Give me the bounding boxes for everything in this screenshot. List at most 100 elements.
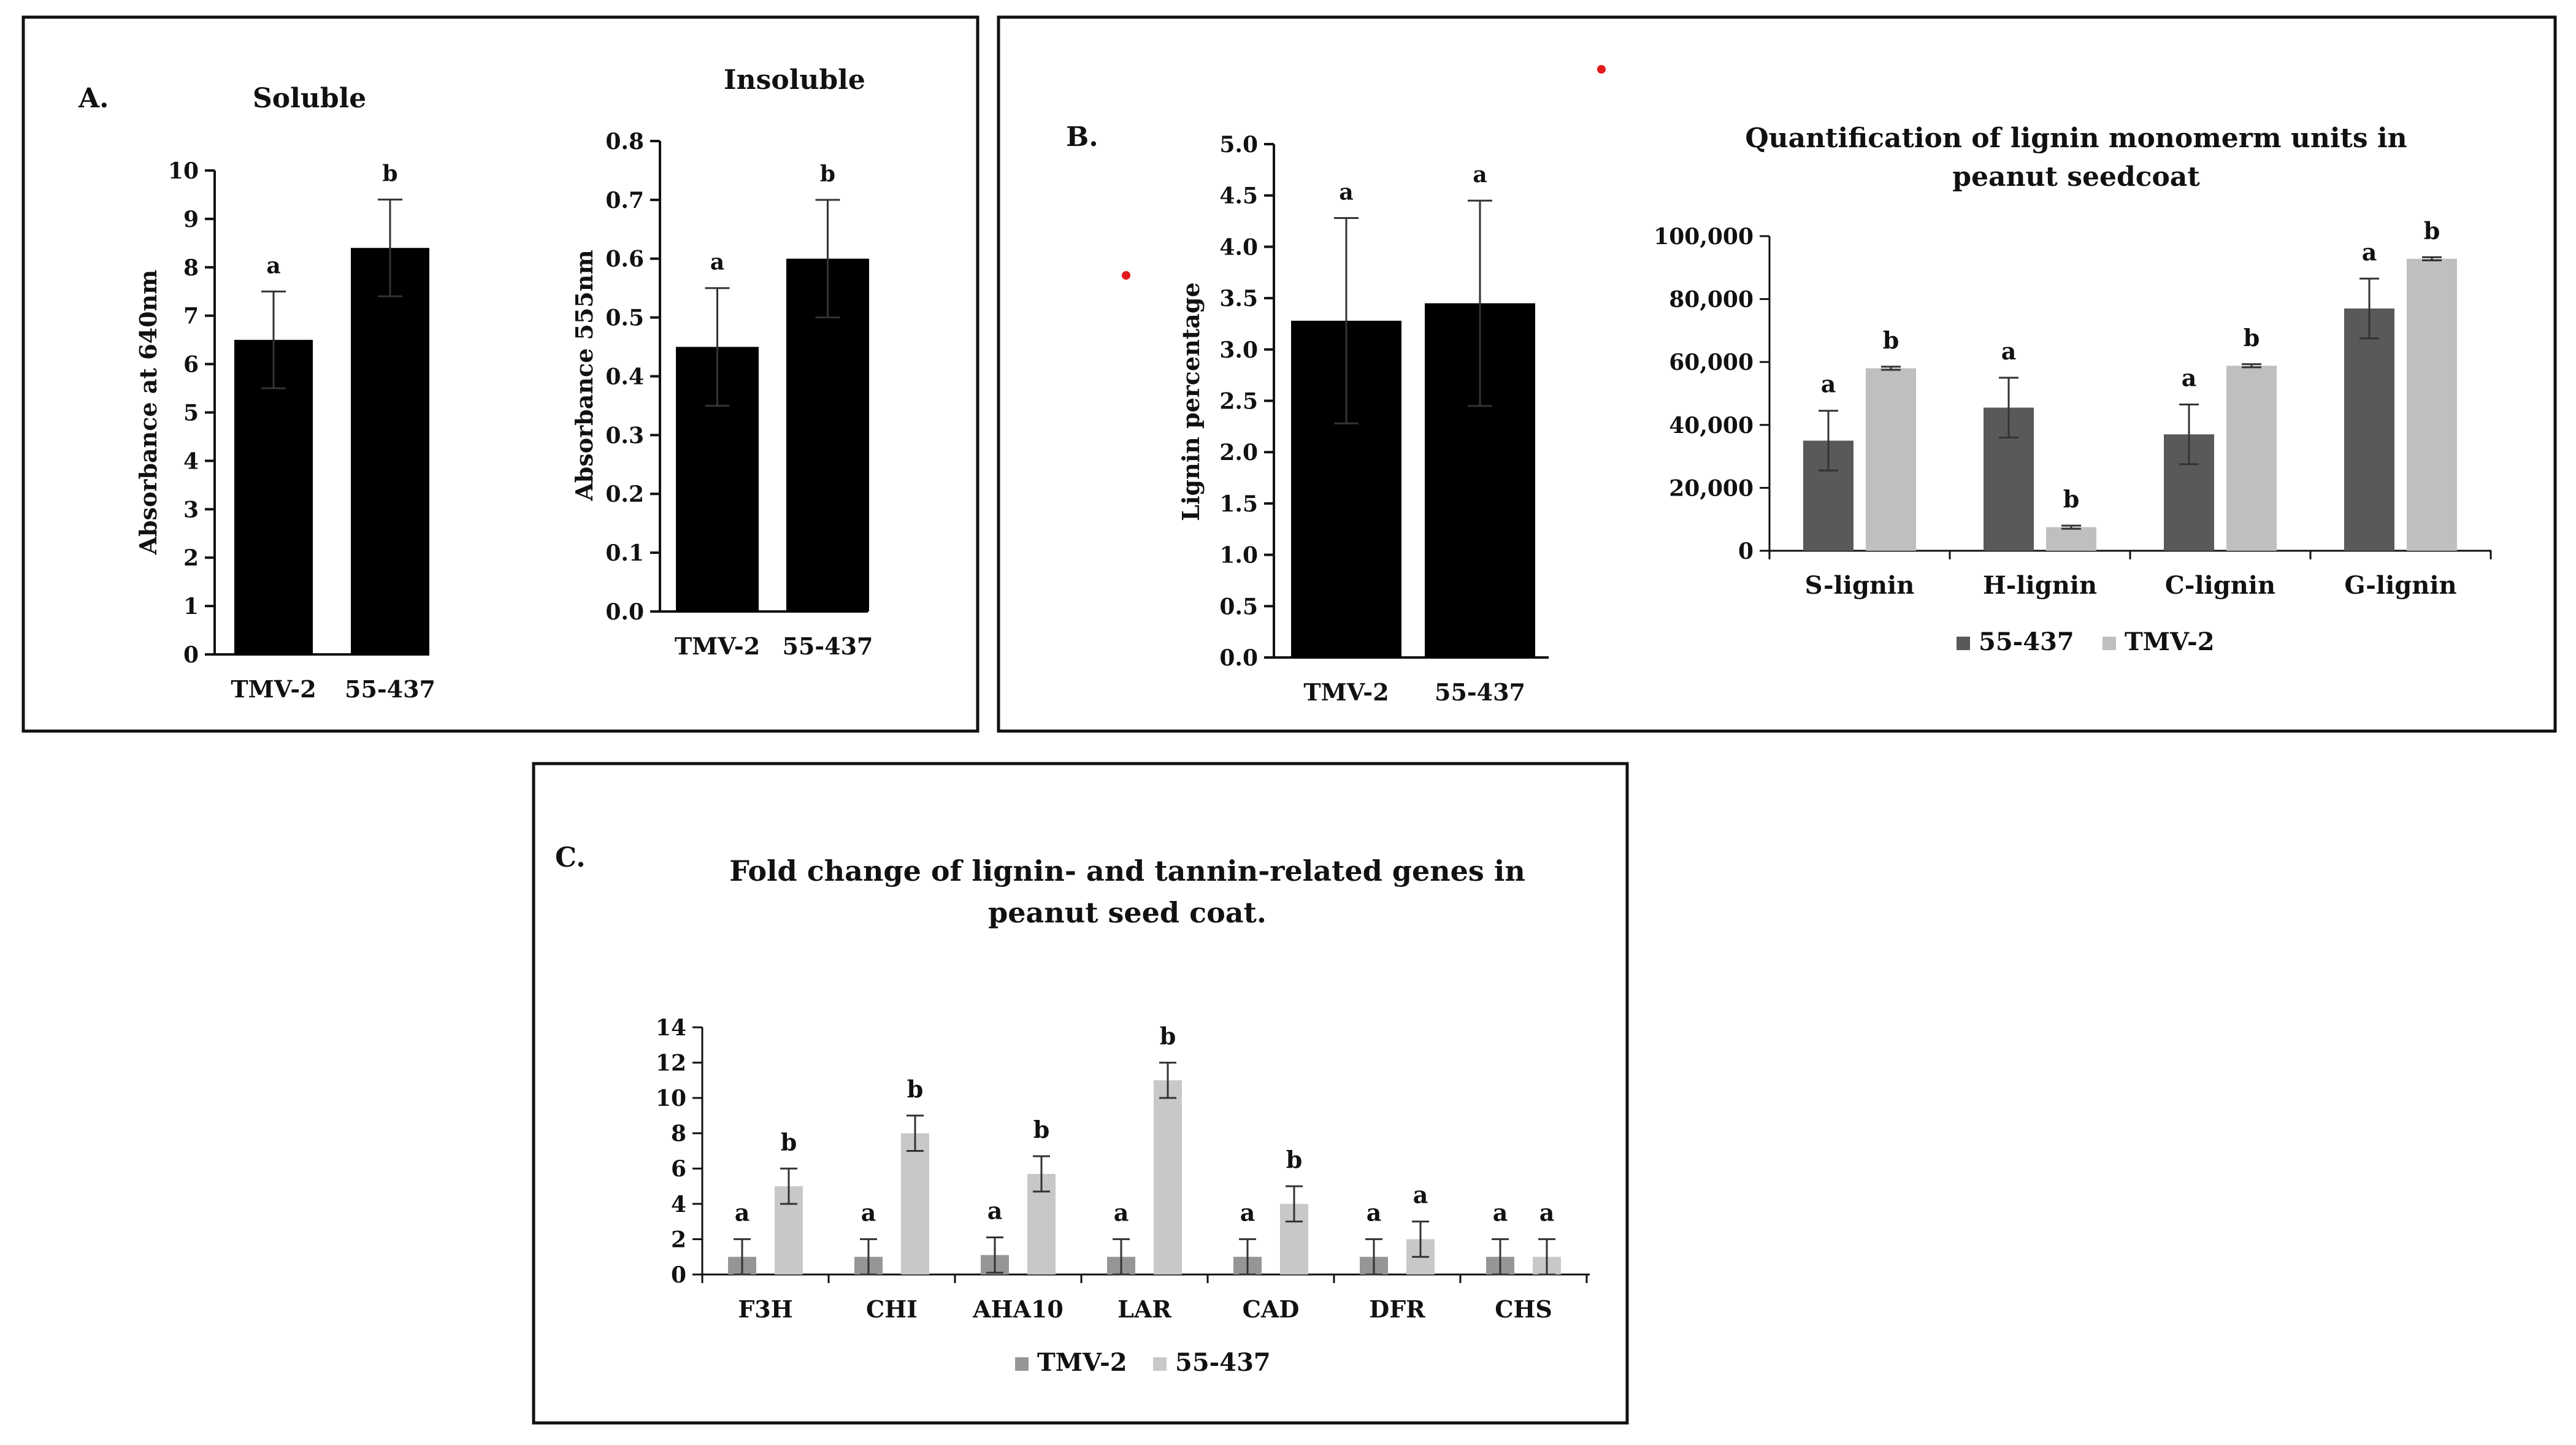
y-tick-label: 1.0 [1219, 543, 1258, 569]
y-tick-label: 100,000 [1654, 224, 1754, 250]
significance-letter: a [2182, 364, 2197, 391]
legend-swatch [2103, 637, 2116, 650]
y-tick-label: 14 [656, 1015, 686, 1041]
significance-letter: b [2424, 217, 2440, 244]
y-tick-label: 7 [183, 304, 199, 329]
chart-title-line: Fold change of lignin- and tannin-relate… [729, 854, 1525, 887]
significance-letter: b [820, 161, 835, 187]
y-tick-label: 60,000 [1669, 350, 1754, 375]
bar [2046, 527, 2096, 551]
y-tick-label: 0.5 [1219, 594, 1258, 619]
y-tick-label: 1.5 [1219, 491, 1258, 517]
legend-swatch [1153, 1357, 1167, 1371]
significance-letter: a [266, 253, 280, 278]
chart-lignin-monomers: Quantification of lignin monomerm units … [1654, 123, 2492, 656]
y-tick-label: 0.8 [605, 129, 644, 155]
chart-fold-change: Fold change of lignin- and tannin-relate… [656, 854, 1590, 1377]
y-tick-label: 0.3 [605, 423, 644, 448]
y-tick-label: 0.5 [605, 305, 644, 331]
y-tick-label: 6 [671, 1156, 686, 1182]
y-tick-label: 80,000 [1669, 287, 1754, 313]
y-tick-label: 0 [1738, 539, 1754, 564]
legend-label: 55-437 [1979, 627, 2074, 656]
significance-letter: b [1160, 1022, 1176, 1050]
x-tick-label: TMV-2 [675, 632, 760, 660]
y-tick-label: 6 [183, 352, 199, 378]
significance-letter: b [1286, 1146, 1303, 1173]
bar [1866, 368, 1916, 551]
chart-title-line: peanut seedcoat [1952, 161, 2200, 193]
significance-letter: a [1473, 162, 1487, 188]
y-tick-label: 10 [168, 158, 199, 184]
red-dot-marker [1122, 271, 1130, 280]
y-tick-label: 0.6 [605, 247, 644, 272]
panel-a-letter: A. [78, 83, 109, 114]
significance-letter: a [2362, 238, 2377, 266]
x-tick-label: 55-437 [1435, 678, 1525, 706]
significance-letter: b [382, 161, 397, 186]
y-tick-label: 4.0 [1219, 234, 1258, 260]
y-tick-label: 2.5 [1219, 388, 1258, 414]
x-tick-label: TMV-2 [231, 675, 316, 703]
chart-title: Soluble [253, 83, 366, 114]
significance-letter: a [1413, 1181, 1428, 1209]
x-tick-label: CHS [1495, 1295, 1552, 1323]
significance-letter: b [781, 1128, 797, 1156]
significance-letter: a [1367, 1198, 1382, 1226]
y-tick-label: 9 [183, 207, 199, 232]
y-axis-label: Absorbance 555nm [570, 250, 598, 501]
y-tick-label: 3.0 [1219, 337, 1258, 363]
x-tick-label: 55-437 [783, 632, 873, 660]
panel-a-frame [21, 15, 979, 733]
y-tick-label: 2.0 [1219, 440, 1258, 466]
significance-letter: a [861, 1198, 876, 1226]
y-tick-label: 2 [183, 545, 199, 571]
red-dot-marker [1597, 65, 1606, 74]
significance-letter: b [1033, 1116, 1050, 1143]
x-tick-label: C-lignin [2165, 571, 2275, 600]
y-tick-label: 0 [183, 642, 199, 668]
y-tick-label: 0.0 [605, 599, 644, 625]
y-tick-label: 4 [671, 1192, 686, 1217]
significance-letter: a [735, 1198, 750, 1226]
x-tick-label: TMV-2 [1303, 678, 1389, 706]
significance-letter: b [2063, 485, 2080, 513]
x-tick-label: DFR [1369, 1295, 1425, 1323]
significance-letter: a [2001, 337, 2017, 365]
significance-letter: a [1114, 1198, 1129, 1226]
bar [234, 340, 313, 654]
legend-swatch [1015, 1357, 1029, 1371]
significance-letter: a [1339, 180, 1353, 205]
y-tick-label: 0.1 [605, 540, 644, 566]
bar [2344, 308, 2394, 551]
y-tick-label: 0.0 [1219, 645, 1258, 671]
x-tick-label: LAR [1117, 1295, 1171, 1323]
y-tick-label: 12 [656, 1051, 686, 1076]
x-tick-label: H-lignin [1983, 571, 2097, 600]
bar [901, 1133, 929, 1274]
y-tick-label: 0.2 [605, 481, 644, 507]
chart-lignin-percentage: Lignin percentage 0.0 0.5 1.0 1.5 2.0 2.5 3.0 3.… [1177, 132, 1549, 706]
y-tick-label: 5 [183, 400, 199, 426]
y-tick-label: 5.0 [1219, 132, 1258, 158]
x-tick-label: CHI [866, 1295, 918, 1323]
significance-letter: a [1493, 1198, 1508, 1226]
y-tick-label: 10 [656, 1086, 686, 1111]
y-axis-label: Lignin percentage [1177, 282, 1205, 521]
legend-label: TMV-2 [1037, 1348, 1127, 1377]
x-tick-label: AHA10 [972, 1295, 1064, 1323]
panel-c-frame [532, 762, 1629, 1425]
legend-swatch [1957, 637, 1970, 650]
chart-title: Insoluble [724, 64, 865, 96]
panel-c-letter: C. [555, 842, 586, 873]
significance-letter: a [1821, 370, 1836, 398]
significance-letter: a [1539, 1198, 1555, 1226]
chart-soluble: Soluble Absorbance at 640nm 0 1 2 3 4 5 6 7 8 9 10 a T… [134, 83, 435, 703]
y-axis-label: Absorbance at 640nm [134, 270, 162, 556]
y-tick-label: 4.5 [1219, 183, 1258, 209]
significance-letter: b [1883, 326, 1899, 354]
bar [351, 248, 429, 654]
y-tick-label: 2 [671, 1227, 686, 1252]
y-tick-label: 0.4 [605, 364, 644, 389]
